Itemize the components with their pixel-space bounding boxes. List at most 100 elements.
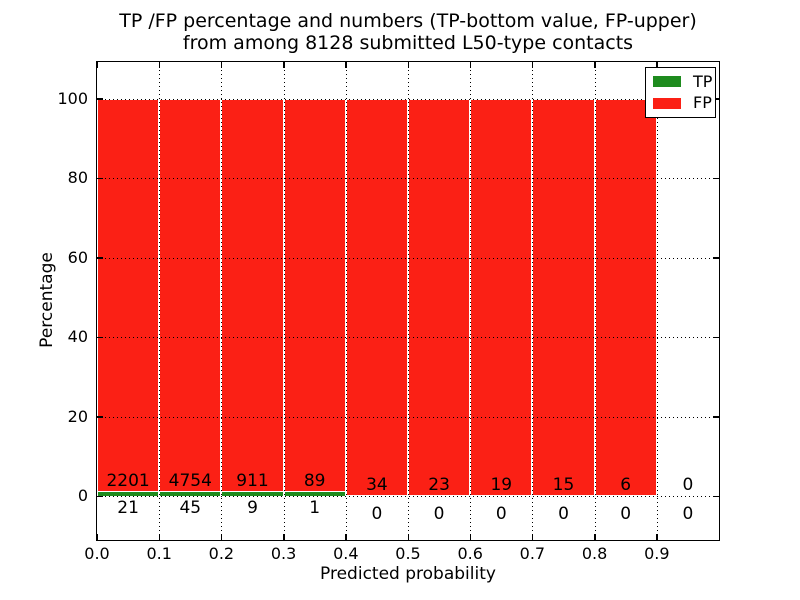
fp-bar xyxy=(532,98,595,496)
y-tick-label: 80 xyxy=(67,168,88,188)
x-tick-label: 0.3 xyxy=(270,544,297,563)
tp-count-label: 9 xyxy=(247,498,258,518)
x-gridline xyxy=(594,62,596,540)
fp-bar xyxy=(159,98,222,493)
y-tick-mark xyxy=(713,416,719,418)
x-gridline xyxy=(159,62,161,540)
x-tick-label: 0.2 xyxy=(208,544,235,563)
x-tick-mark xyxy=(469,534,472,540)
x-tick-label: 0.1 xyxy=(146,544,172,563)
tp-count-label: 21 xyxy=(117,498,139,518)
fp-legend-label: FP xyxy=(693,93,712,113)
x-tick-mark xyxy=(656,62,658,68)
fp-bar xyxy=(345,98,408,496)
x-tick-label: 0.4 xyxy=(333,544,359,563)
x-tick-label: 0.6 xyxy=(457,544,483,563)
tp-count-label: 0 xyxy=(495,504,507,524)
fp-count-label: 2201 xyxy=(106,471,150,492)
x-tick-mark xyxy=(594,62,596,68)
x-tick-label: 0.5 xyxy=(395,544,421,563)
legend: TP FP xyxy=(645,67,716,118)
x-tick-mark xyxy=(158,534,161,540)
plot-area: 2201 21 4754 45 911 9 89 1 34 0 23 0 19 0 15 0 6 0 0 0 TP F… xyxy=(96,61,720,541)
tp-count-label: 0 xyxy=(620,504,632,524)
tp-count-label: 45 xyxy=(179,498,202,518)
x-tick-label: 0.7 xyxy=(519,544,546,563)
y-tick-label: 60 xyxy=(67,247,88,267)
x-tick-mark xyxy=(96,534,98,540)
x-gridline xyxy=(470,62,472,540)
x-gridline xyxy=(656,62,658,540)
x-tick-mark xyxy=(531,534,534,540)
legend-row-tp: TP xyxy=(653,72,712,91)
x-axis-label: Predicted probability xyxy=(320,564,496,584)
fp-count-label: 911 xyxy=(236,471,269,492)
x-tick-mark xyxy=(283,62,285,68)
x-tick-mark xyxy=(220,534,223,540)
y-tick-mark xyxy=(713,495,719,497)
tp-legend-label: TP xyxy=(693,71,713,91)
fp-count-label: 23 xyxy=(428,475,450,496)
x-tick-mark xyxy=(345,62,347,68)
y-tick-mark xyxy=(713,98,719,100)
x-tick-mark xyxy=(158,62,161,68)
y-tick-label: 100 xyxy=(57,88,88,108)
x-gridline xyxy=(221,62,223,540)
fp-count-label: 19 xyxy=(490,475,513,496)
x-tick-mark xyxy=(594,534,596,540)
x-tick-mark xyxy=(656,534,658,540)
legend-row-fp: FP xyxy=(653,94,712,112)
y-tick-mark xyxy=(97,98,103,100)
tp-count-label: 0 xyxy=(558,504,569,524)
fp-count-label: 34 xyxy=(366,475,388,496)
fp-count-label: 6 xyxy=(620,475,632,496)
fp-count-label: 4754 xyxy=(168,471,212,492)
y-axis-label: Percentage xyxy=(37,252,57,348)
chart-title: TP /FP percentage and numbers (TP-bottom… xyxy=(97,10,719,54)
y-tick-label: 20 xyxy=(67,406,88,426)
x-gridline xyxy=(408,62,409,540)
fp-bar xyxy=(221,98,284,493)
x-gridline xyxy=(345,62,347,540)
fp-count-label: 0 xyxy=(682,475,694,496)
x-gridline xyxy=(283,62,285,540)
chart-title-line1: TP /FP percentage and numbers (TP-bottom… xyxy=(119,10,697,32)
tp-count-label: 0 xyxy=(682,504,694,524)
fp-count-label: 89 xyxy=(303,470,326,491)
chart-title-line2: from among 8128 submitted L50-type conta… xyxy=(182,32,634,54)
x-tick-mark xyxy=(345,534,347,540)
y-tick-mark xyxy=(97,177,103,180)
x-tick-mark xyxy=(283,534,285,540)
y-tick-mark xyxy=(97,257,103,259)
fp-bar xyxy=(408,98,471,496)
x-tick-mark xyxy=(407,62,409,68)
y-tick-mark xyxy=(97,336,103,339)
y-tick-mark xyxy=(713,177,719,180)
y-tick-mark xyxy=(713,336,719,339)
tp-count-label: 0 xyxy=(433,504,445,524)
y-tick-label: 0 xyxy=(77,486,88,505)
x-tick-mark xyxy=(531,62,534,68)
fp-bar xyxy=(470,98,533,496)
fp-bar xyxy=(594,98,657,496)
x-tick-label: 0.9 xyxy=(644,544,670,563)
x-tick-mark xyxy=(220,62,223,68)
fp-bar xyxy=(283,98,346,492)
x-tick-label: 0.8 xyxy=(581,544,608,563)
y-tick-mark xyxy=(713,257,719,259)
y-tick-mark xyxy=(97,416,103,418)
x-gridline xyxy=(532,62,534,540)
tp-bar xyxy=(97,492,160,496)
fp-count-label: 15 xyxy=(552,475,575,496)
tp-count-label: 0 xyxy=(371,504,383,524)
y-tick-label: 40 xyxy=(67,327,88,347)
fp-bar xyxy=(97,98,160,493)
fp-legend-swatch xyxy=(653,97,681,109)
tp-legend-swatch xyxy=(653,76,681,88)
x-tick-mark xyxy=(96,62,98,68)
x-tick-label: 0.0 xyxy=(84,544,110,563)
x-tick-mark xyxy=(407,534,409,540)
y-tick-mark xyxy=(97,495,103,497)
tp-count-label: 1 xyxy=(309,498,321,518)
